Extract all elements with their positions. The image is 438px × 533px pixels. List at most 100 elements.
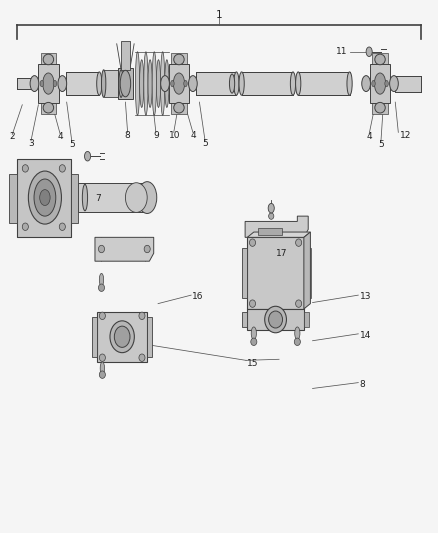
Ellipse shape [135,52,140,115]
Ellipse shape [268,213,274,219]
Ellipse shape [110,321,134,353]
Bar [104,70,121,98]
Ellipse shape [99,284,105,292]
Ellipse shape [374,73,386,94]
Text: 3: 3 [28,139,34,148]
Bar [395,76,421,92]
Bar [117,68,133,100]
Bar [247,237,304,309]
Ellipse shape [239,72,244,95]
Ellipse shape [265,306,286,333]
Ellipse shape [59,223,65,230]
Polygon shape [245,216,308,237]
Bar [372,101,388,114]
Ellipse shape [372,80,375,87]
Ellipse shape [139,354,145,361]
Bar [9,174,17,223]
Ellipse shape [100,362,105,375]
Ellipse shape [58,76,67,92]
Ellipse shape [250,300,255,308]
Polygon shape [247,232,311,237]
Ellipse shape [43,102,53,113]
Ellipse shape [99,273,104,286]
Ellipse shape [99,312,106,319]
Ellipse shape [43,54,53,64]
Ellipse shape [375,102,385,113]
Ellipse shape [173,73,185,94]
Ellipse shape [385,80,389,87]
Text: 8: 8 [125,131,131,140]
Ellipse shape [102,70,106,98]
Ellipse shape [30,76,39,92]
Bar [196,72,237,95]
Ellipse shape [268,311,283,328]
Bar [41,101,56,114]
Ellipse shape [362,76,371,92]
Ellipse shape [40,80,44,87]
Bar [242,248,247,298]
Ellipse shape [234,72,239,95]
Ellipse shape [161,52,165,115]
Text: 4: 4 [366,132,372,141]
Ellipse shape [390,76,398,92]
Ellipse shape [22,223,28,230]
Bar [258,228,282,235]
Bar [41,53,56,66]
Ellipse shape [161,76,170,92]
Bar [78,183,147,213]
Ellipse shape [152,52,156,115]
Polygon shape [95,237,154,261]
Bar [171,53,187,66]
Ellipse shape [144,245,150,253]
Ellipse shape [40,190,50,206]
Bar [372,53,388,66]
Text: 9: 9 [153,131,159,140]
Ellipse shape [28,171,61,224]
Text: 1: 1 [215,10,223,20]
Text: 17: 17 [276,249,288,258]
Bar [66,72,99,95]
Ellipse shape [296,72,301,95]
Ellipse shape [174,102,184,113]
Ellipse shape [99,245,105,253]
Text: 5: 5 [69,140,75,149]
Ellipse shape [85,151,91,161]
Ellipse shape [184,80,187,87]
Ellipse shape [97,72,102,95]
Ellipse shape [148,60,152,108]
Bar [298,72,350,95]
Ellipse shape [140,60,144,108]
Ellipse shape [230,74,235,93]
Ellipse shape [119,70,123,98]
Text: 7: 7 [95,194,101,203]
Text: 5: 5 [378,140,384,149]
Ellipse shape [53,80,57,87]
Ellipse shape [82,184,88,211]
Ellipse shape [99,371,106,378]
Bar [304,248,311,298]
Ellipse shape [251,327,256,340]
Bar [38,63,59,103]
Bar [171,101,187,114]
Bar [147,317,152,357]
Text: 12: 12 [399,131,411,140]
Ellipse shape [59,165,65,172]
Ellipse shape [295,327,300,340]
Text: 5: 5 [202,139,208,148]
Text: 16: 16 [192,292,204,301]
Ellipse shape [144,52,148,115]
Text: 2: 2 [10,132,15,141]
Text: 13: 13 [360,292,371,301]
Ellipse shape [296,300,302,308]
Ellipse shape [366,47,372,56]
Ellipse shape [268,204,274,213]
Ellipse shape [375,54,385,64]
Text: 11: 11 [336,47,347,56]
Ellipse shape [43,73,54,94]
Text: 4: 4 [190,131,196,140]
Ellipse shape [250,239,255,246]
Ellipse shape [296,239,302,246]
Bar [169,63,189,103]
Ellipse shape [188,76,197,92]
Ellipse shape [165,60,169,108]
